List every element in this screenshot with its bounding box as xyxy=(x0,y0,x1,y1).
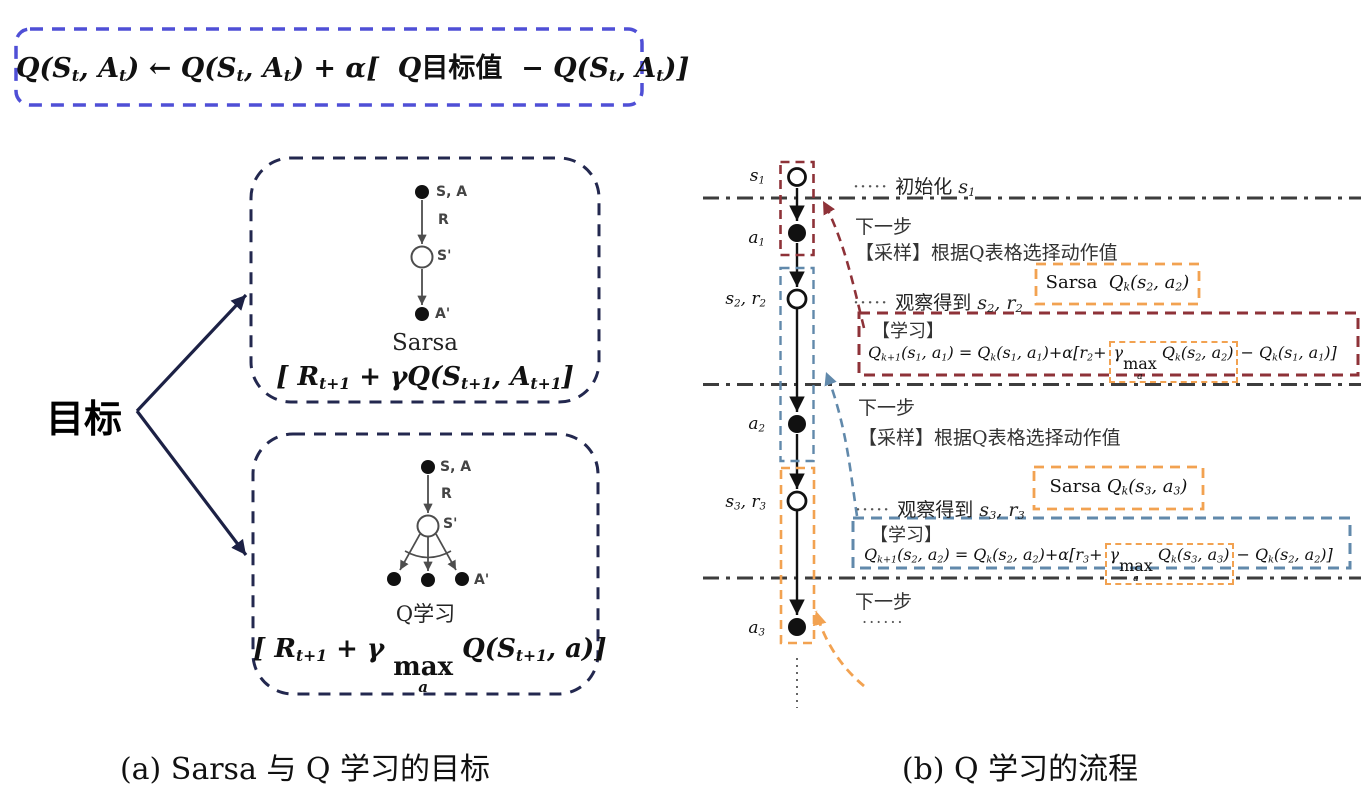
flow-label-a1: a1 xyxy=(748,228,765,249)
learn2-feedback-arrow xyxy=(824,371,859,517)
caption-a: (a) Sarsa 与 Q 学习的目标 xyxy=(119,752,491,787)
sarsa-node-sp-label: S' xyxy=(437,248,452,264)
learn2-formula: Qk+1(s2, a2) = Qk(s2, a2)+α[r3+ γ max a Qk(… xyxy=(864,543,1333,585)
sarsa-q3-box-border xyxy=(1032,465,1205,511)
sarsa-node-sa-label: S, A xyxy=(436,184,468,200)
flow-next-step-2: 下一步 xyxy=(858,397,916,419)
sarsa-target-formula: [ Rt+1 + γQ(St+1, At+1] xyxy=(276,362,574,393)
qlearning-node-sp-label: S' xyxy=(443,516,458,532)
qlearning-title: Q学习 xyxy=(395,602,456,626)
flow-observe-3: ····· 观察得到 s3, r3 xyxy=(855,499,1025,522)
qlearning-panel-border xyxy=(251,432,600,696)
learn2-box-border xyxy=(851,516,1352,570)
flow-label-s1: s1 xyxy=(749,166,765,187)
flow-next-step-3: 下一步 xyxy=(855,591,913,613)
flow-ellipsis: ...... xyxy=(862,608,905,627)
flow-observe-2: ····· 观察得到 s2, r2 xyxy=(853,292,1023,315)
sarsa-title: Sarsa xyxy=(392,330,458,356)
qlearning-node-sa-label: S, A xyxy=(440,459,472,475)
top-formula-box-border xyxy=(14,27,644,107)
target-label: 目标 xyxy=(46,396,123,441)
step3-orange-rect xyxy=(779,466,816,645)
qlearning-node-r-label: R xyxy=(441,486,452,502)
next-step-feedback-arrow xyxy=(812,610,865,688)
learn2-title: 【学习】 xyxy=(870,525,942,546)
sarsa-node-r-label: R xyxy=(438,212,449,228)
flow-next-step-1: 下一步 xyxy=(855,216,913,238)
sarsa-panel-border xyxy=(249,156,601,404)
qlearning-backup-diagram xyxy=(387,460,469,587)
step1-red-rect xyxy=(779,160,815,257)
caption-b: (b) Q 学习的流程 xyxy=(901,752,1139,787)
q-update-formula: Q(St, At) ← Q(St, At) + α[ Q目标值 − Q(St, … xyxy=(16,53,690,86)
flow-chain xyxy=(786,167,808,708)
flow-label-a3: a3 xyxy=(748,618,765,639)
target-arrows xyxy=(135,293,248,556)
sarsa-node-ap-label: A' xyxy=(435,306,451,322)
sarsa-q3-label: Sarsa Qk(s3, a3) xyxy=(1049,476,1188,498)
sarsa-q2-label: Sarsa Qk(s2, a2) xyxy=(1045,272,1190,294)
step2-blue-rect xyxy=(779,266,815,463)
flow-sampling-1: 【采样】根据Q表格选择动作值 xyxy=(855,242,1118,264)
flow-sampling-2: 【采样】根据Q表格选择动作值 xyxy=(858,427,1121,449)
learn1-title: 【学习】 xyxy=(872,321,944,342)
sarsa-backup-diagram xyxy=(410,185,434,321)
learn1-feedback-arrow xyxy=(821,200,866,329)
flow-label-a2: a2 xyxy=(748,414,765,435)
learn1-formula: Qk+1(s1, a1) = Qk(s1, a1)+α[r2+ γ max a Qk(… xyxy=(868,341,1337,383)
qlearning-node-ap-label: A' xyxy=(474,572,490,588)
qlearning-target-formula: [ Rt+1 + γ max a Q(St+1, a)] xyxy=(253,634,607,696)
flow-label-s2r2: s2, r2 xyxy=(725,289,766,310)
flow-init-annotation: ····· 初始化 s1 xyxy=(853,176,976,199)
flow-label-s3r3: s3, r3 xyxy=(725,492,766,513)
